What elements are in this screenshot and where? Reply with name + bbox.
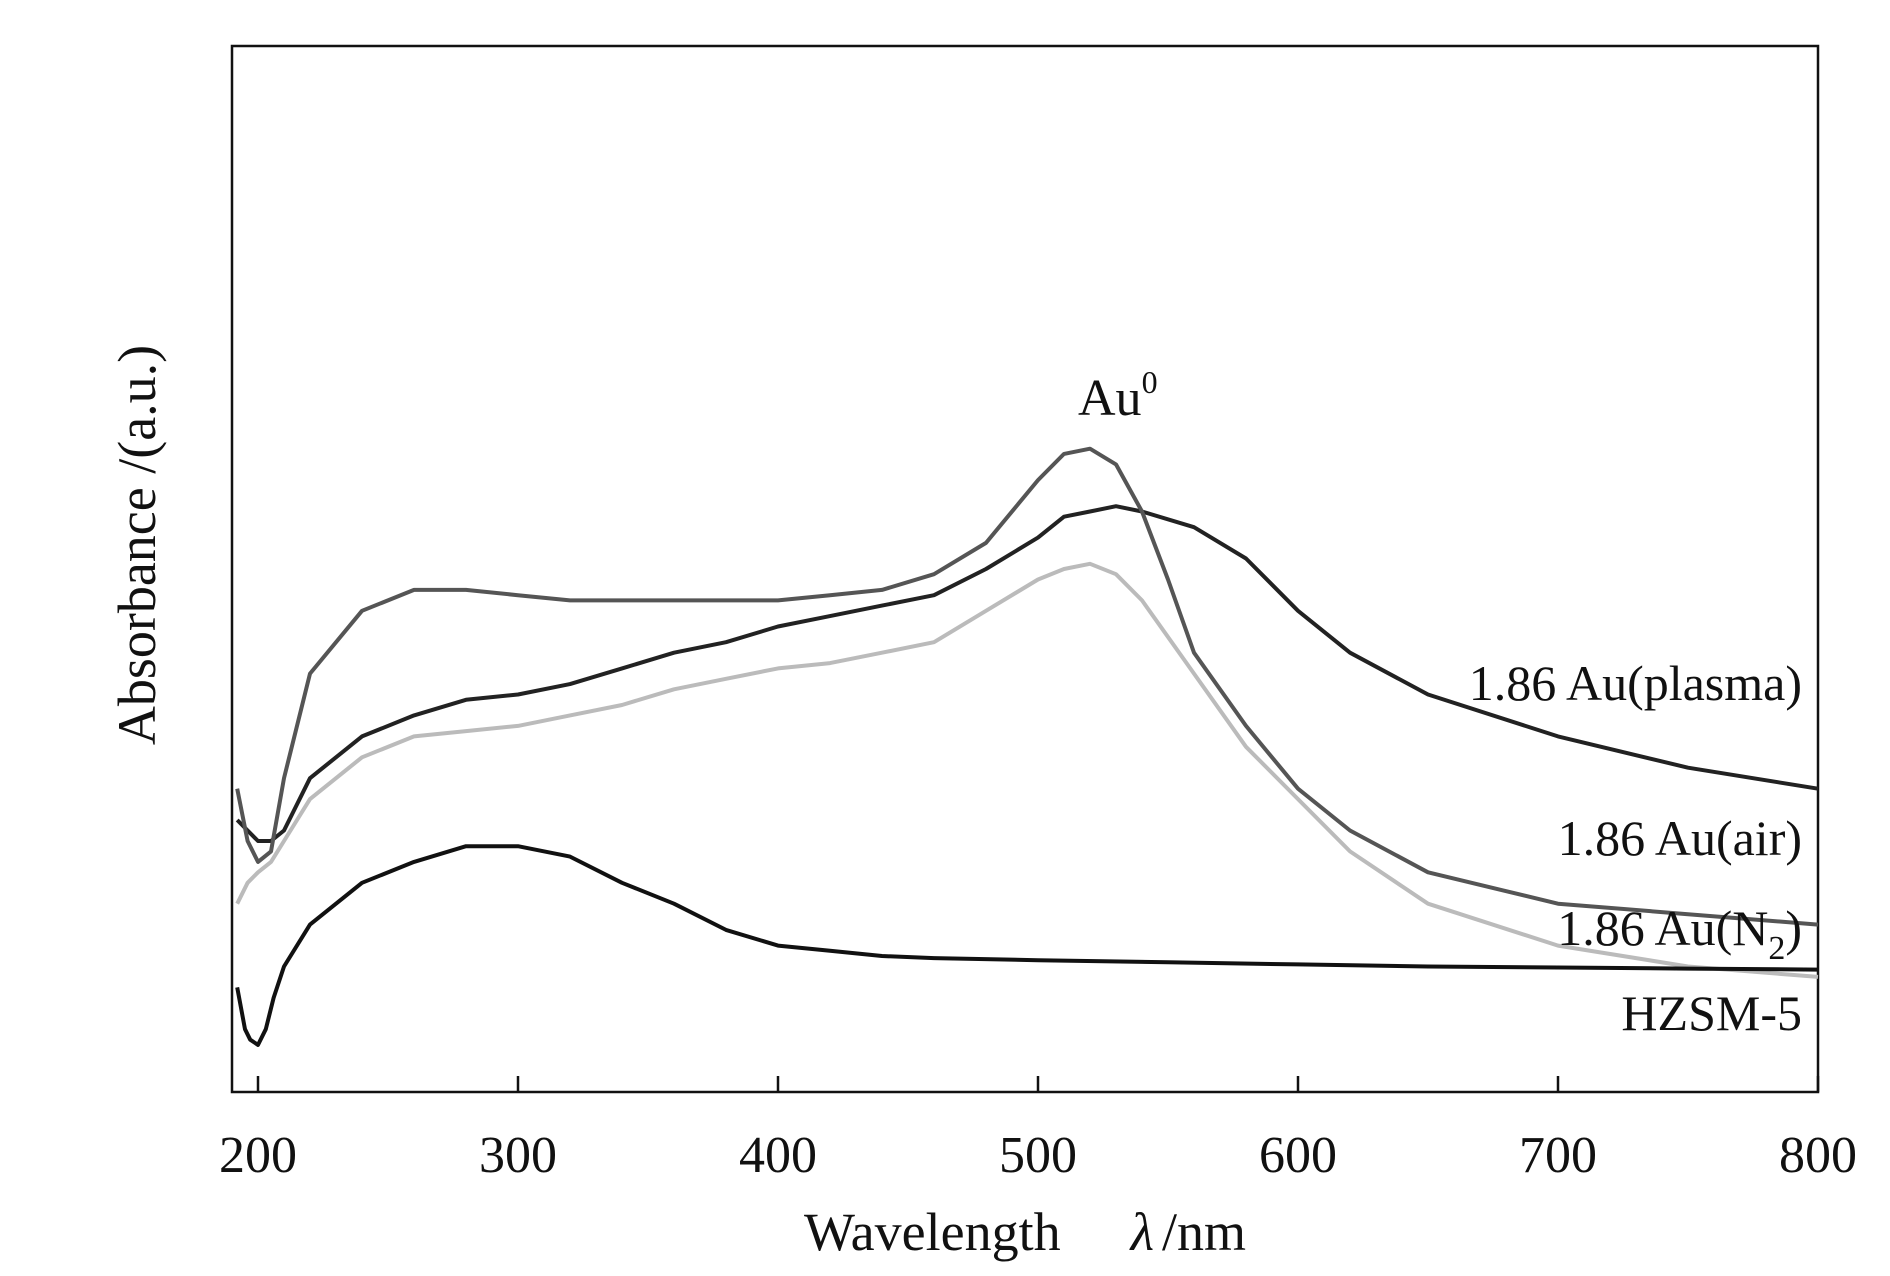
series-label-n2: 1.86 Au(N2)	[1557, 900, 1802, 967]
series-line-2	[235, 561, 1819, 979]
series-layer	[235, 446, 1819, 1047]
series-line-1	[235, 446, 1819, 927]
x-tick-label: 300	[479, 1127, 557, 1184]
plot-frame	[230, 44, 1820, 1094]
au0-annotation: Au0	[1078, 364, 1158, 427]
x-tick-label: 200	[219, 1127, 297, 1184]
x-tick-label: 600	[1259, 1127, 1337, 1184]
series-label-air: 1.86 Au(air)	[1558, 810, 1802, 866]
x-tick-label: 700	[1519, 1127, 1597, 1184]
x-tick-label: 400	[739, 1127, 817, 1184]
x-tick-label: 500	[999, 1127, 1077, 1184]
series-label-plasma: 1.86 Au(plasma)	[1469, 655, 1802, 711]
y-axis-label: Absorbance /(a.u.)	[107, 345, 167, 745]
series-line-3	[235, 844, 1819, 1047]
x-axis-label: Wavelength λ/nm	[804, 1202, 1246, 1262]
x-axis-ticks: 200 300 400 500 600 700 800	[219, 1076, 1857, 1184]
series-line-0	[235, 504, 1819, 843]
series-label-hzsm5: HZSM-5	[1621, 985, 1802, 1041]
x-tick-label: 800	[1779, 1127, 1857, 1184]
